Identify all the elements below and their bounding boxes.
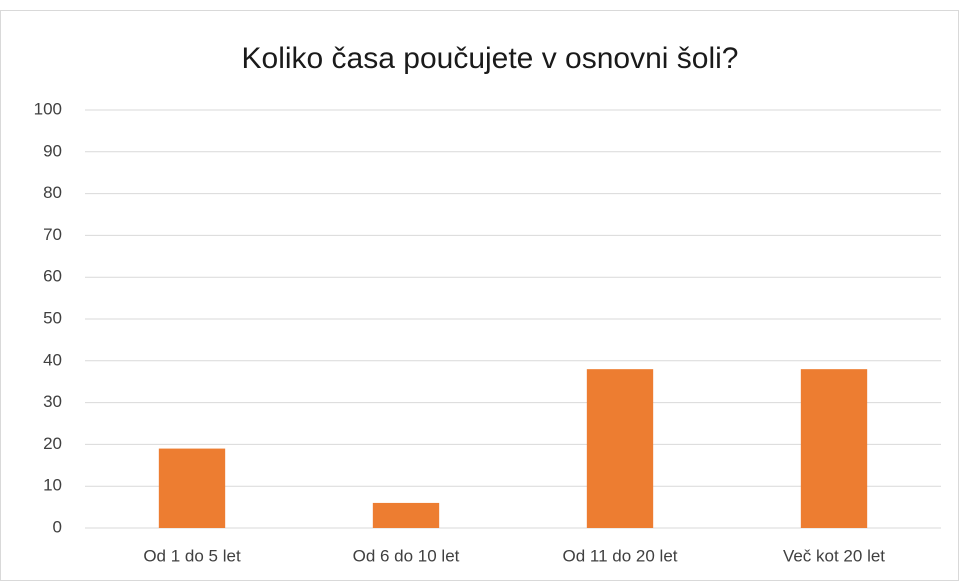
x-tick-label: Več kot 20 let <box>783 546 885 565</box>
y-tick-label: 100 <box>34 99 62 118</box>
y-tick-label: 90 <box>43 141 62 160</box>
y-tick-label: 70 <box>43 225 62 244</box>
bar <box>586 369 654 528</box>
x-tick-label: Od 1 do 5 let <box>143 546 241 565</box>
y-tick-label: 20 <box>43 434 62 453</box>
y-tick-label: 10 <box>43 476 62 495</box>
y-tick-label: 40 <box>43 350 62 369</box>
bar <box>372 502 440 528</box>
y-tick-label: 50 <box>43 308 62 327</box>
bar <box>158 448 226 528</box>
y-tick-label: 0 <box>53 517 62 536</box>
x-tick-label: Od 6 do 10 let <box>353 546 460 565</box>
y-tick-label: 60 <box>43 267 62 286</box>
x-tick-label: Od 11 do 20 let <box>563 546 678 565</box>
y-tick-label: 30 <box>43 392 62 411</box>
y-tick-label: 80 <box>43 183 62 202</box>
chart-title: Koliko časa poučujete v osnovni šoli? <box>242 42 739 75</box>
bar <box>800 369 868 528</box>
